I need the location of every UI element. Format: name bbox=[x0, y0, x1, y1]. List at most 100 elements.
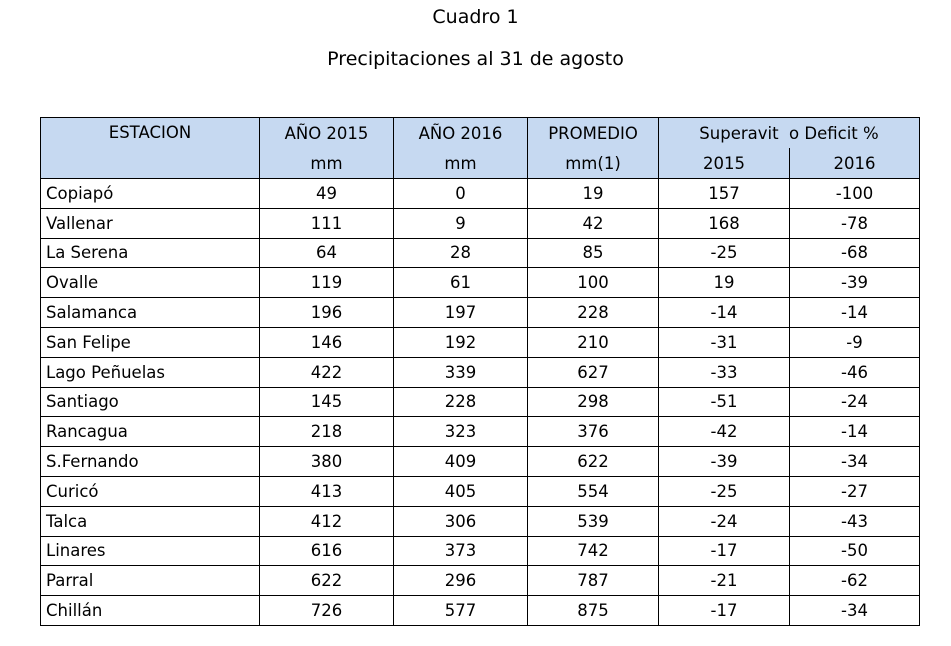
station-name: Ovalle bbox=[40, 267, 260, 299]
cell-deficit-2015: -17 bbox=[658, 595, 790, 626]
cell-2015-mm: 196 bbox=[259, 297, 394, 328]
cell-deficit-2015: -42 bbox=[658, 416, 790, 448]
cell-average: 742 bbox=[527, 535, 659, 567]
table-row: S.Fernando 380 409 622 -39 -34 bbox=[40, 446, 920, 477]
header-row-1: ESTACION AÑO 2015 AÑO 2016 PROMEDIO Supe… bbox=[40, 117, 920, 179]
cell-2015-mm: 726 bbox=[259, 595, 394, 626]
cell-deficit-2015: -24 bbox=[658, 505, 790, 537]
cell-average: 627 bbox=[527, 356, 659, 388]
header-year-2016: AÑO 2016 bbox=[393, 117, 528, 148]
table-row: Vallenar 111 9 42 168 -78 bbox=[40, 207, 920, 239]
header-surplus-deficit: Superavit o Deficit % bbox=[658, 117, 920, 148]
table-row: Lago Peñuelas 422 339 627 -33 -46 bbox=[40, 356, 920, 388]
header-station: ESTACION bbox=[40, 117, 260, 179]
cell-2016-mm: 0 bbox=[393, 178, 528, 209]
cell-average: 19 bbox=[527, 178, 659, 209]
cell-deficit-2016: -50 bbox=[789, 535, 920, 567]
station-name: Copiapó bbox=[40, 178, 260, 209]
cell-deficit-2015: 19 bbox=[658, 267, 790, 299]
station-name: Vallenar bbox=[40, 207, 260, 239]
cell-2015-mm: 380 bbox=[259, 446, 394, 477]
cell-average: 376 bbox=[527, 416, 659, 448]
station-name: San Felipe bbox=[40, 326, 260, 358]
cell-2015-mm: 111 bbox=[259, 207, 394, 239]
cell-deficit-2016: -34 bbox=[789, 446, 920, 477]
cell-2015-mm: 146 bbox=[259, 326, 394, 358]
cell-deficit-2016: -46 bbox=[789, 356, 920, 388]
document-subtitle: Precipitaciones al 31 de agosto bbox=[327, 48, 624, 70]
cell-average: 85 bbox=[527, 237, 659, 269]
cell-deficit-2015: 168 bbox=[658, 207, 790, 239]
cell-2016-mm: 409 bbox=[393, 446, 528, 477]
header-average: PROMEDIO bbox=[527, 117, 659, 148]
table-row: Curicó 413 405 554 -25 -27 bbox=[40, 475, 920, 507]
table-row: Santiago 145 228 298 -51 -24 bbox=[40, 386, 920, 418]
cell-deficit-2016: -27 bbox=[789, 475, 920, 507]
cell-2016-mm: 323 bbox=[393, 416, 528, 448]
station-name: S.Fernando bbox=[40, 446, 260, 477]
cell-deficit-2015: -14 bbox=[658, 297, 790, 328]
cell-2016-mm: 197 bbox=[393, 297, 528, 328]
cell-deficit-2016: -78 bbox=[789, 207, 920, 239]
station-name: Lago Peñuelas bbox=[40, 356, 260, 388]
cell-average: 622 bbox=[527, 446, 659, 477]
cell-deficit-2015: -31 bbox=[658, 326, 790, 358]
table-row: Salamanca 196 197 228 -14 -14 bbox=[40, 297, 920, 328]
cell-2015-mm: 218 bbox=[259, 416, 394, 448]
cell-deficit-2016: -68 bbox=[789, 237, 920, 269]
cell-average: 42 bbox=[527, 207, 659, 239]
cell-2015-mm: 49 bbox=[259, 178, 394, 209]
cell-deficit-2015: -17 bbox=[658, 535, 790, 567]
table-row: Parral 622 296 787 -21 -62 bbox=[40, 565, 920, 597]
cell-2016-mm: 28 bbox=[393, 237, 528, 269]
cell-average: 210 bbox=[527, 326, 659, 358]
table-row: Linares 616 373 742 -17 -50 bbox=[40, 535, 920, 567]
cell-deficit-2016: -62 bbox=[789, 565, 920, 597]
cell-deficit-2016: -43 bbox=[789, 505, 920, 537]
cell-2016-mm: 405 bbox=[393, 475, 528, 507]
cell-deficit-2015: -25 bbox=[658, 475, 790, 507]
header-year-2015: AÑO 2015 bbox=[259, 117, 394, 148]
cell-average: 298 bbox=[527, 386, 659, 418]
cell-deficit-2016: -34 bbox=[789, 595, 920, 626]
station-name: Chillán bbox=[40, 595, 260, 626]
cell-deficit-2015: -39 bbox=[658, 446, 790, 477]
cell-2015-mm: 145 bbox=[259, 386, 394, 418]
cell-2016-mm: 228 bbox=[393, 386, 528, 418]
cell-2016-mm: 339 bbox=[393, 356, 528, 388]
cell-average: 554 bbox=[527, 475, 659, 507]
cell-2016-mm: 192 bbox=[393, 326, 528, 358]
station-name: Linares bbox=[40, 535, 260, 567]
cell-deficit-2015: -51 bbox=[658, 386, 790, 418]
cell-deficit-2015: 157 bbox=[658, 178, 790, 209]
precipitation-table: ESTACION AÑO 2015 AÑO 2016 PROMEDIO Supe… bbox=[40, 117, 920, 626]
cell-average: 875 bbox=[527, 595, 659, 626]
cell-average: 787 bbox=[527, 565, 659, 597]
cell-2015-mm: 412 bbox=[259, 505, 394, 537]
cell-average: 228 bbox=[527, 297, 659, 328]
station-name: Talca bbox=[40, 505, 260, 537]
cell-2016-mm: 577 bbox=[393, 595, 528, 626]
header-year-2015-unit: mm bbox=[259, 148, 394, 179]
station-name: Curicó bbox=[40, 475, 260, 507]
table-row: San Felipe 146 192 210 -31 -9 bbox=[40, 326, 920, 358]
cell-2016-mm: 373 bbox=[393, 535, 528, 567]
cell-average: 100 bbox=[527, 267, 659, 299]
document-title: Cuadro 1 bbox=[432, 6, 519, 28]
cell-deficit-2016: -39 bbox=[789, 267, 920, 299]
table-row: La Serena 64 28 85 -25 -68 bbox=[40, 237, 920, 269]
header-surplus-2016: 2016 bbox=[789, 148, 920, 179]
table-row: Ovalle 119 61 100 19 -39 bbox=[40, 267, 920, 299]
cell-deficit-2016: -100 bbox=[789, 178, 920, 209]
station-name: Parral bbox=[40, 565, 260, 597]
cell-2016-mm: 9 bbox=[393, 207, 528, 239]
header-average-unit: mm(1) bbox=[527, 148, 659, 179]
table-row: Talca 412 306 539 -24 -43 bbox=[40, 505, 920, 537]
table-row: Chillán 726 577 875 -17 -34 bbox=[40, 595, 920, 626]
cell-2015-mm: 119 bbox=[259, 267, 394, 299]
cell-2016-mm: 61 bbox=[393, 267, 528, 299]
station-name: Salamanca bbox=[40, 297, 260, 328]
cell-deficit-2015: -21 bbox=[658, 565, 790, 597]
station-name: Santiago bbox=[40, 386, 260, 418]
cell-2015-mm: 413 bbox=[259, 475, 394, 507]
